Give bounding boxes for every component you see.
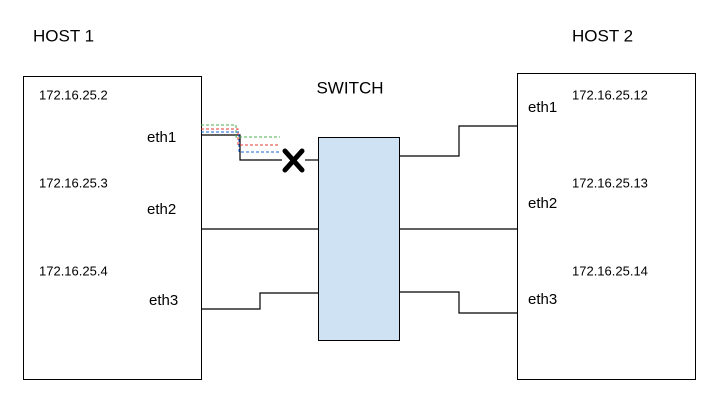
switch-label: SWITCH [316, 78, 383, 97]
host-title: HOST 2 [572, 26, 633, 45]
ip-address: 172.16.25.3 [39, 175, 108, 190]
interface-label: eth2 [528, 195, 557, 212]
signal-trace [201, 128, 280, 146]
signal-trace [201, 124, 280, 138]
interface-label: eth3 [149, 292, 178, 309]
host-box [23, 76, 202, 380]
ip-address: 172.16.25.12 [572, 87, 648, 102]
ip-address: 172.16.25.14 [572, 263, 648, 278]
wire [201, 134, 282, 161]
wire [201, 292, 318, 310]
interface-label: eth3 [528, 291, 557, 308]
ip-address: 172.16.25.13 [572, 175, 648, 190]
interface-label: eth2 [147, 201, 176, 218]
interface-label: eth1 [147, 129, 176, 146]
wire [399, 291, 517, 314]
broken-link-icon [282, 148, 305, 173]
ip-address: 172.16.25.2 [39, 87, 108, 102]
host-box [517, 73, 696, 380]
wire [399, 125, 517, 157]
host-title: HOST 1 [33, 26, 94, 45]
switch-box [318, 137, 400, 341]
interface-label: eth1 [528, 99, 557, 116]
ip-address: 172.16.25.4 [39, 263, 108, 278]
signal-trace [201, 131, 280, 153]
